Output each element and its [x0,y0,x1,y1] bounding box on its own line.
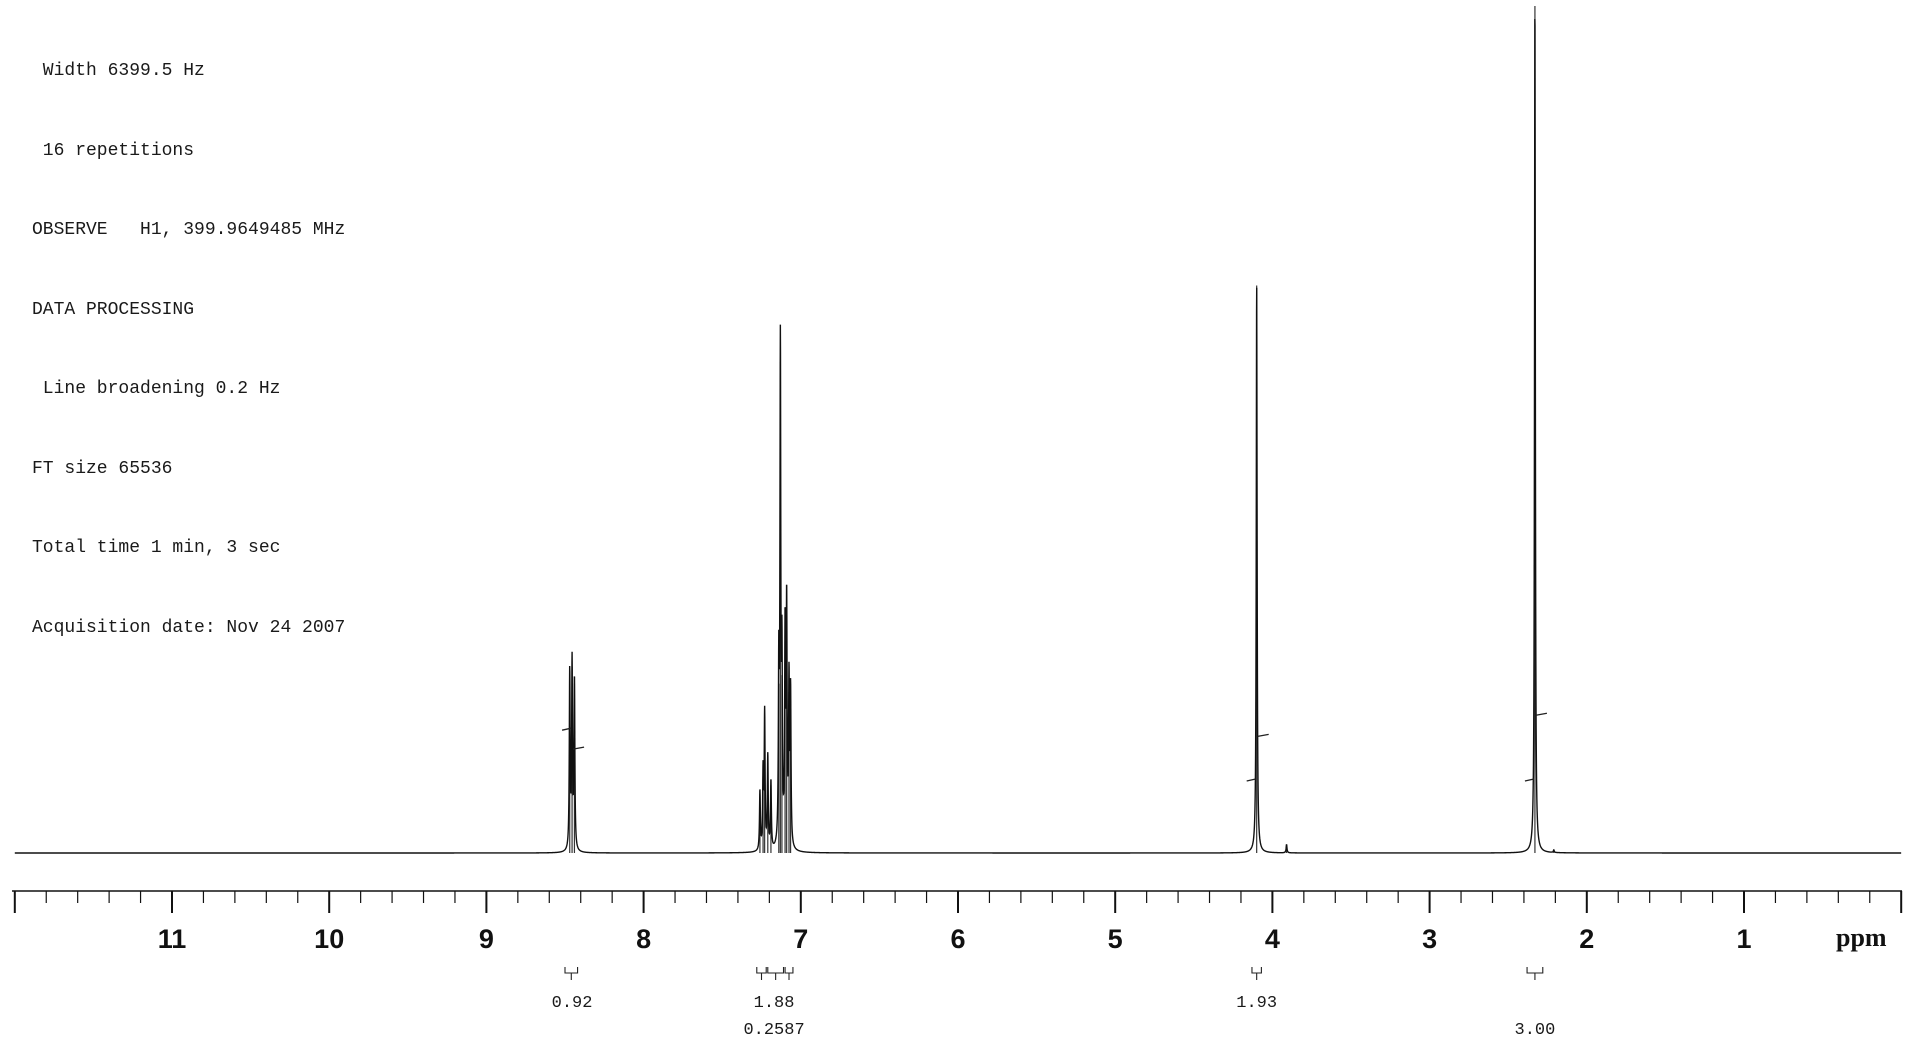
param-observe: OBSERVE H1, 399.9649485 MHz [32,220,346,240]
tick-label-7: 7 [793,924,808,954]
integral-bracket-layer [564,967,1544,980]
integral-bracket-1 [756,967,767,980]
integral-curve-2 [1524,712,1548,782]
acquisition-parameters: Width 6399.5 Hz 16 repetitions OBSERVE H… [32,5,345,668]
spectrum-trace-layer [14,6,1902,854]
integral-bracket-0 [564,967,579,980]
tick-label-2: 2 [1579,924,1594,954]
integral-value-0: 0.92 [552,994,593,1013]
integral-label-layer: 0.92 1.88 0.2587 1.93 3.00 [552,994,1556,1039]
integral-value-2: 0.2587 [743,1021,804,1039]
param-total-time: Total time 1 min, 3 sec [32,538,281,558]
integral-bracket-4 [1251,967,1262,980]
tick-label-10: 10 [314,924,344,954]
integral-curve-layer [561,712,1548,782]
tick-label-11: 11 [158,924,187,954]
integral-bracket-2 [767,967,785,980]
integral-curve-0 [561,727,585,750]
param-acquisition-date: Acquisition date: Nov 24 2007 [32,617,346,638]
spectrum-trace [14,19,1902,854]
tick-label-5: 5 [1108,924,1123,954]
tick-label-4: 4 [1265,924,1280,954]
param-line-broadening: Line broadening 0.2 Hz [32,379,281,399]
param-data-processing: DATA PROCESSING [32,299,195,320]
param-width: Width 6399.5 Hz [32,61,205,81]
integral-curve-1 [1246,733,1269,782]
param-ft-size: FT size 65536 [32,458,173,479]
integral-value-4: 3.00 [1515,1021,1556,1039]
integral-value-1: 1.88 [754,994,795,1013]
integral-value-3: 1.93 [1236,994,1277,1013]
x-axis-unit-label: ppm [1836,923,1887,952]
tick-label-3: 3 [1422,924,1437,954]
integral-bracket-3 [784,967,794,980]
integral-bracket-5 [1526,967,1544,980]
tick-label-1: 1 [1736,924,1751,954]
tick-label-6: 6 [950,924,965,954]
ppm-axis: 11 10 9 8 7 6 5 4 3 2 1 [12,890,1903,954]
tick-label-9: 9 [479,924,494,954]
tick-label-8: 8 [636,924,651,954]
param-repetitions: 16 repetitions [32,140,195,161]
